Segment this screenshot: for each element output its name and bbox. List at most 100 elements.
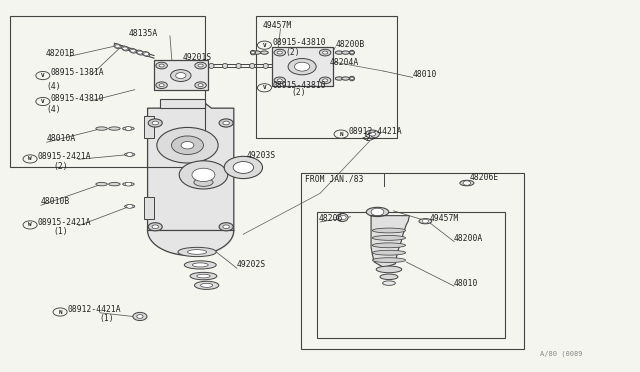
Text: A/80 (0089: A/80 (0089 [540,351,583,357]
Text: 48206E: 48206E [470,173,499,182]
Circle shape [148,223,163,231]
Ellipse shape [376,266,402,273]
Circle shape [127,153,133,156]
Ellipse shape [236,63,241,68]
Text: 49202S: 49202S [237,260,266,269]
Circle shape [319,77,331,84]
Circle shape [274,77,285,84]
Circle shape [156,62,168,69]
Circle shape [257,41,271,49]
Bar [145,197,154,219]
Ellipse shape [114,44,121,49]
Text: 08915-2421A: 08915-2421A [38,218,92,227]
Text: N: N [58,310,62,314]
Circle shape [323,79,328,82]
Bar [154,60,208,90]
Bar [317,212,505,338]
Ellipse shape [342,77,349,80]
Circle shape [175,73,186,78]
Ellipse shape [136,50,143,55]
Ellipse shape [366,207,388,217]
Circle shape [422,219,429,223]
Circle shape [288,58,316,75]
Circle shape [171,70,191,81]
Circle shape [371,208,384,216]
Bar [161,99,205,108]
Text: FROM JAN./83: FROM JAN./83 [305,174,363,183]
Ellipse shape [460,180,474,186]
Circle shape [144,52,149,55]
Circle shape [123,47,128,50]
Ellipse shape [383,281,396,285]
Text: (4): (4) [47,83,61,92]
Polygon shape [371,216,410,267]
Text: 08912-4421A: 08912-4421A [349,127,403,136]
Text: 08912-4421A: 08912-4421A [68,305,122,314]
Circle shape [369,132,376,136]
Ellipse shape [419,219,432,224]
Text: (2): (2) [285,48,300,57]
Circle shape [152,225,159,229]
Circle shape [23,221,37,229]
Text: V: V [262,43,266,48]
Text: (1): (1) [100,314,115,323]
Ellipse shape [178,247,216,257]
Circle shape [23,155,37,163]
Circle shape [350,51,354,54]
Text: 49457M: 49457M [430,214,459,223]
Circle shape [350,77,354,80]
Circle shape [257,84,271,92]
Ellipse shape [96,127,108,130]
Ellipse shape [372,258,406,263]
Circle shape [277,79,282,82]
Ellipse shape [184,261,216,269]
Circle shape [125,127,132,131]
Circle shape [131,49,136,52]
Ellipse shape [223,63,228,68]
Circle shape [365,130,380,138]
Circle shape [115,45,120,48]
Ellipse shape [96,183,108,186]
Text: 48010B: 48010B [41,198,70,206]
Ellipse shape [122,46,129,51]
Ellipse shape [349,76,355,81]
Circle shape [159,64,164,67]
Ellipse shape [335,51,343,54]
Circle shape [127,205,133,208]
Ellipse shape [190,272,217,280]
Ellipse shape [372,243,406,248]
Circle shape [223,225,229,229]
Text: 49201S: 49201S [182,53,212,62]
Bar [145,116,154,138]
Text: 48135A: 48135A [129,29,157,38]
Ellipse shape [342,51,349,54]
Text: (4): (4) [47,105,61,114]
Circle shape [319,49,331,56]
Circle shape [219,223,233,231]
Circle shape [157,128,218,163]
Circle shape [36,97,50,106]
Text: V: V [262,85,266,90]
Ellipse shape [123,127,134,130]
Ellipse shape [380,274,398,280]
Text: <2>: <2> [362,134,376,143]
Ellipse shape [194,178,213,186]
Circle shape [138,51,143,54]
Circle shape [53,308,67,316]
Circle shape [179,161,228,189]
Ellipse shape [123,183,134,186]
Circle shape [152,121,159,125]
Text: 08915-43810: 08915-43810 [51,94,104,103]
Circle shape [334,130,348,138]
Text: 49457M: 49457M [262,21,292,31]
Circle shape [172,136,204,154]
Circle shape [224,156,262,179]
Circle shape [339,215,346,220]
Ellipse shape [196,274,210,278]
Circle shape [274,49,285,56]
Text: W: W [28,157,32,161]
Circle shape [195,82,206,89]
Bar [10,16,205,167]
Ellipse shape [260,51,268,54]
Ellipse shape [192,263,208,267]
